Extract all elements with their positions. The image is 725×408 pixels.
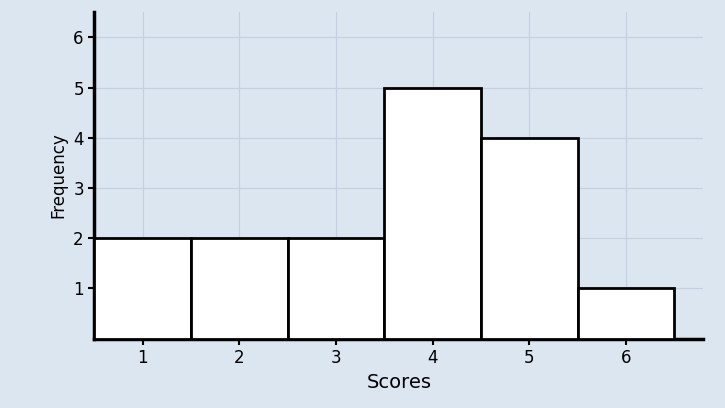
Bar	[288, 238, 384, 339]
Bar	[481, 138, 578, 339]
Bar	[578, 288, 674, 339]
Bar	[384, 88, 481, 339]
Bar	[94, 238, 191, 339]
X-axis label: Scores: Scores	[366, 373, 431, 392]
Bar	[191, 238, 288, 339]
Y-axis label: Frequency: Frequency	[49, 133, 67, 218]
